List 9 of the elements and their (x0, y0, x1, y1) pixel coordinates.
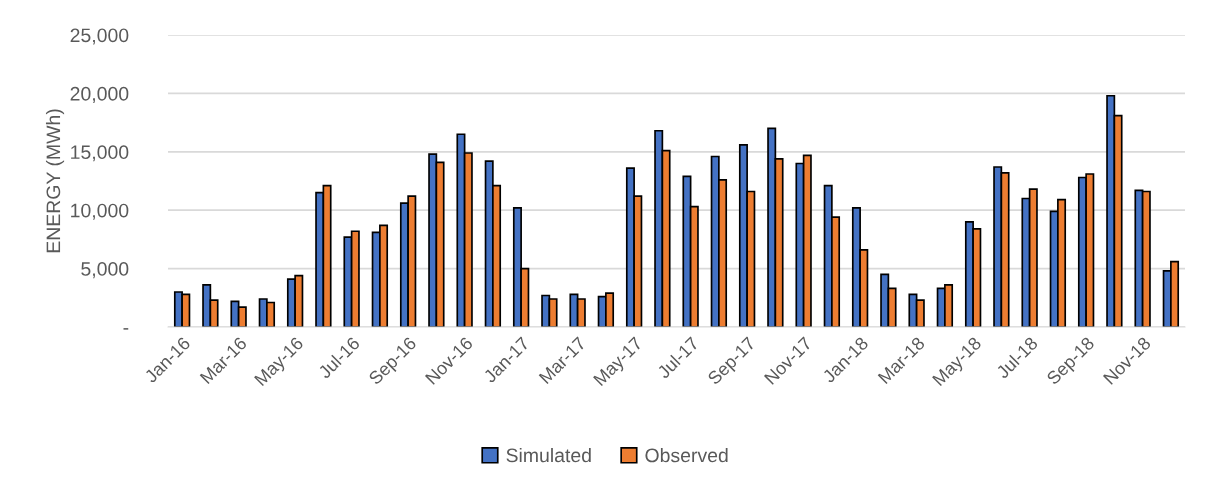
y-axis-title: ENERGY (MWh) (45, 109, 65, 253)
y-tick-label: 5,000 (81, 262, 129, 279)
y-tick-label: - (123, 328, 129, 330)
y-tick-label: 20,000 (70, 86, 129, 103)
legend-label: Observed (645, 447, 728, 463)
y-tick-label: 15,000 (71, 145, 129, 162)
y-tick-label: 25,000 (70, 28, 129, 45)
legend-label: Simulated (506, 447, 591, 463)
y-tick-label: 10,000 (71, 203, 129, 220)
